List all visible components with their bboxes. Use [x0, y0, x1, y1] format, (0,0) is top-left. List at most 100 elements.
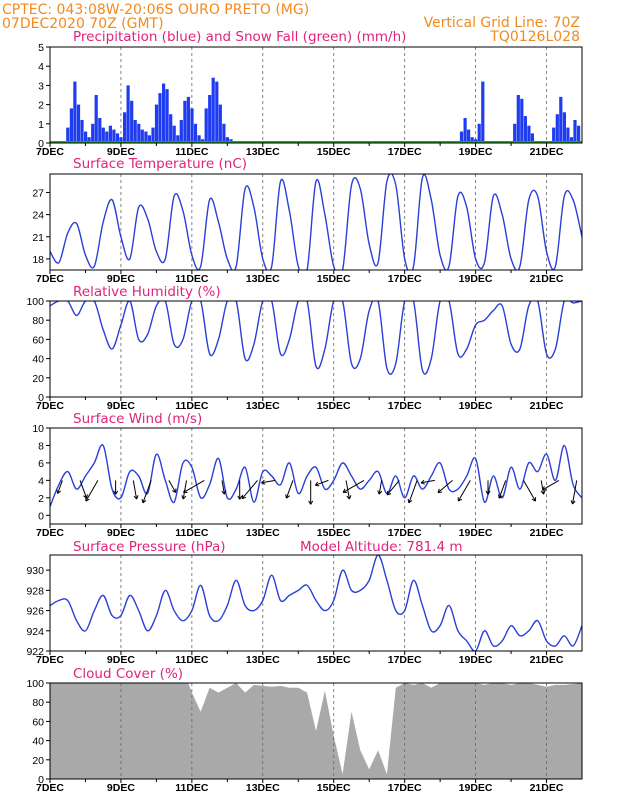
humidity-frame: [49, 300, 583, 398]
precip-ytick-label: 0: [38, 138, 44, 150]
precip-bar: [158, 93, 162, 143]
wind-arrow: [57, 480, 63, 494]
wind-arrow: [285, 480, 294, 499]
wind-series-line: [50, 444, 582, 507]
pressure-ytick-label: 924: [26, 626, 44, 638]
wind-arrow-head: [221, 490, 227, 495]
humidity-panel: 0 20 40 60 80 100 7DEC 9DEC 11DEC 13DEC 15DEC 17DEC…: [26, 296, 583, 412]
precip-bar: [516, 95, 520, 143]
wind-xtick-label: 19DEC: [459, 527, 493, 539]
cloud-cover-area: [50, 683, 582, 779]
precip-bar: [186, 96, 190, 143]
cloud-ytick-label: 60: [32, 716, 44, 728]
wind-xtick-label: 15DEC: [317, 527, 351, 539]
humidity-xtick-label: 9DEC: [107, 400, 135, 412]
wind-ytick-label: 6: [38, 458, 44, 470]
precip-xtick-label: 21DEC: [530, 146, 564, 158]
precip-bar: [112, 129, 116, 143]
precip-bar: [172, 125, 176, 143]
temperature-frame: [49, 173, 583, 271]
wind-arrow: [142, 480, 152, 504]
wind-arrow-head: [56, 489, 62, 494]
precip-xtick-label: 19DEC: [459, 146, 493, 158]
humidity-xtick-label: 11DEC: [175, 400, 209, 412]
wind-arrow-head: [420, 479, 425, 485]
cloud-ytick-label: 40: [32, 736, 44, 748]
wind-arrow-head: [457, 497, 463, 502]
wind-xtick-label: 17DEC: [388, 527, 422, 539]
pressure-xtick-label: 15DEC: [317, 654, 351, 666]
pressure-ytick-label: 922: [26, 646, 44, 658]
cloud-frame: [49, 682, 583, 780]
precip-bar: [513, 123, 517, 143]
precip-bar: [218, 104, 222, 143]
cloud-title: Cloud Cover (%): [73, 666, 183, 682]
humidity-xtick-label: 15DEC: [317, 400, 351, 412]
humidity-plot-area: [50, 301, 582, 397]
wind-arrow-head: [342, 488, 348, 493]
precip-ytick-label: 5: [38, 42, 44, 54]
wind-arrow-head: [386, 490, 392, 496]
precip-bar: [73, 81, 77, 143]
precip-bar: [197, 135, 201, 143]
precip-bar: [123, 112, 127, 143]
pressure-xtick-label: 17DEC: [388, 654, 422, 666]
precip-bar: [459, 131, 464, 143]
precip-xtick-label: 7DEC: [36, 146, 64, 158]
wind-arrow: [457, 480, 471, 502]
precip-xtick-label: 9DEC: [107, 146, 135, 158]
cloud-xtick-label: 9DEC: [107, 782, 135, 794]
header-vgrid: Vertical Grid Line: 70Z: [424, 15, 580, 31]
precip-bar: [179, 120, 183, 143]
humidity-ytick-label: 0: [38, 392, 44, 404]
header-code: TQ0126L028: [489, 29, 580, 45]
wind-ytick-label: 0: [38, 510, 44, 522]
temperature-panel: 18 21 24 27 7DEC 9DEC 11DEC 13DEC 15DEC 17DEC 19DE…: [32, 173, 583, 285]
wind-arrow-head: [85, 497, 90, 502]
cloud-xtick-label: 17DEC: [388, 782, 422, 794]
wind-arrow: [540, 480, 545, 495]
cloud-xtick-label: 13DEC: [246, 782, 280, 794]
temperature-ytick-label: 21: [32, 232, 44, 244]
header-location: CPTEC: 043:08W-20:06S OURO PRETO (MG): [2, 2, 309, 18]
precip-ytick-label: 1: [38, 119, 44, 131]
precip-bar: [80, 120, 84, 143]
temperature-xtick-label: 7DEC: [36, 273, 64, 285]
cloud-panel: 0 20 40 60 80 100 7DEC 9DEC 11DEC 13DEC 15DEC 17DEC…: [26, 678, 583, 794]
wind-arrow: [572, 480, 578, 505]
wind-arrow-head: [141, 498, 147, 504]
wind-arrow-head: [498, 494, 503, 499]
cloud-ytick-label: 100: [26, 678, 44, 690]
precip-bar: [94, 95, 98, 143]
wind-arrow-head: [133, 495, 139, 500]
wind-arrow: [168, 480, 177, 493]
pressure-altitude: Model Altitude: 781.4 m: [300, 539, 463, 555]
header-date: 07DEC2020 70Z (GMT): [2, 16, 164, 32]
precip-bar: [523, 116, 527, 143]
precip-xtick-label: 15DEC: [317, 146, 351, 158]
wind-ytick-label: 8: [38, 440, 44, 452]
panels: 0 1 2 3 4 5 7DEC 9DEC 11DEC 13DEC 15DEC 17DEC 19DEC 2…: [26, 42, 583, 794]
wind-arrow-head: [540, 490, 546, 495]
humidity-series-line: [50, 301, 582, 375]
wind-arrow: [342, 479, 365, 493]
precip-bar: [147, 135, 151, 143]
temperature-xtick-label: 21DEC: [530, 273, 564, 285]
temperature-xtick-label: 19DEC: [459, 273, 493, 285]
wind-arrow-head: [542, 486, 547, 491]
temperature-ytick-label: 18: [32, 254, 44, 266]
humidity-xtick-label: 17DEC: [388, 400, 422, 412]
precip-bar: [467, 129, 471, 143]
wind-arrow: [437, 480, 453, 493]
wind-arrow-head: [183, 488, 188, 493]
precip-bar: [211, 77, 215, 143]
wind-arrow-head: [308, 500, 314, 505]
precip-bar: [193, 123, 198, 143]
pressure-xtick-label: 21DEC: [530, 654, 564, 666]
wind-xtick-label: 21DEC: [530, 527, 564, 539]
precip-bar: [208, 95, 212, 143]
precip-plot-area: [50, 47, 582, 143]
humidity-ytick-label: 80: [32, 315, 44, 327]
wind-xtick-label: 7DEC: [36, 527, 64, 539]
